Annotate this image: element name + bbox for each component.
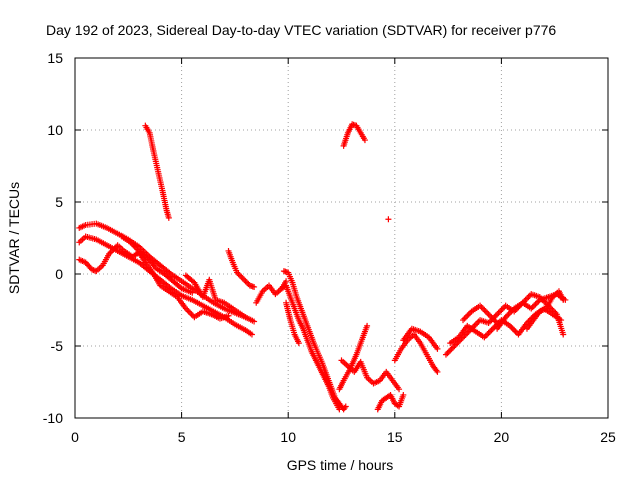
data-point	[251, 318, 258, 325]
data-point	[385, 216, 392, 223]
x-tick-label: 20	[494, 429, 510, 445]
y-tick-label: 0	[55, 266, 63, 282]
data-point	[248, 331, 255, 338]
data-point	[400, 391, 407, 398]
data-point	[494, 319, 501, 326]
data-point	[342, 403, 349, 410]
axis-ticks: 0 5 10 15 20 25 -10 -5 0 5 10 15	[43, 50, 616, 445]
y-tick-label: -10	[43, 410, 63, 426]
data-point	[242, 314, 249, 321]
data-point	[560, 331, 567, 338]
y-tick-label: 15	[47, 50, 63, 66]
x-tick-label: 25	[600, 429, 616, 445]
data-point	[361, 137, 368, 144]
data-point	[336, 406, 343, 413]
data-point	[225, 312, 232, 319]
x-tick-label: 15	[387, 429, 403, 445]
y-tick-label: 5	[55, 194, 63, 210]
x-tick-label: 0	[71, 429, 79, 445]
data-point	[434, 345, 441, 352]
data-point	[560, 296, 567, 303]
x-tick-label: 5	[178, 429, 186, 445]
data-point	[251, 283, 258, 290]
data-point	[295, 340, 302, 347]
y-tick-label: 10	[47, 122, 63, 138]
data-points	[76, 121, 569, 413]
x-axis-label: GPS time / hours	[287, 457, 394, 473]
y-tick-label: -5	[51, 338, 64, 354]
plot-frame	[74, 57, 609, 419]
data-point	[189, 289, 196, 296]
chart-title: Day 192 of 2023, Sidereal Day-to-day VTE…	[46, 22, 556, 38]
x-tick-label: 10	[280, 429, 296, 445]
data-point	[364, 322, 371, 329]
y-axis-label: SDTVAR / TECUs	[6, 182, 22, 294]
data-point	[165, 214, 172, 221]
data-point	[434, 368, 441, 375]
data-point	[396, 386, 403, 393]
